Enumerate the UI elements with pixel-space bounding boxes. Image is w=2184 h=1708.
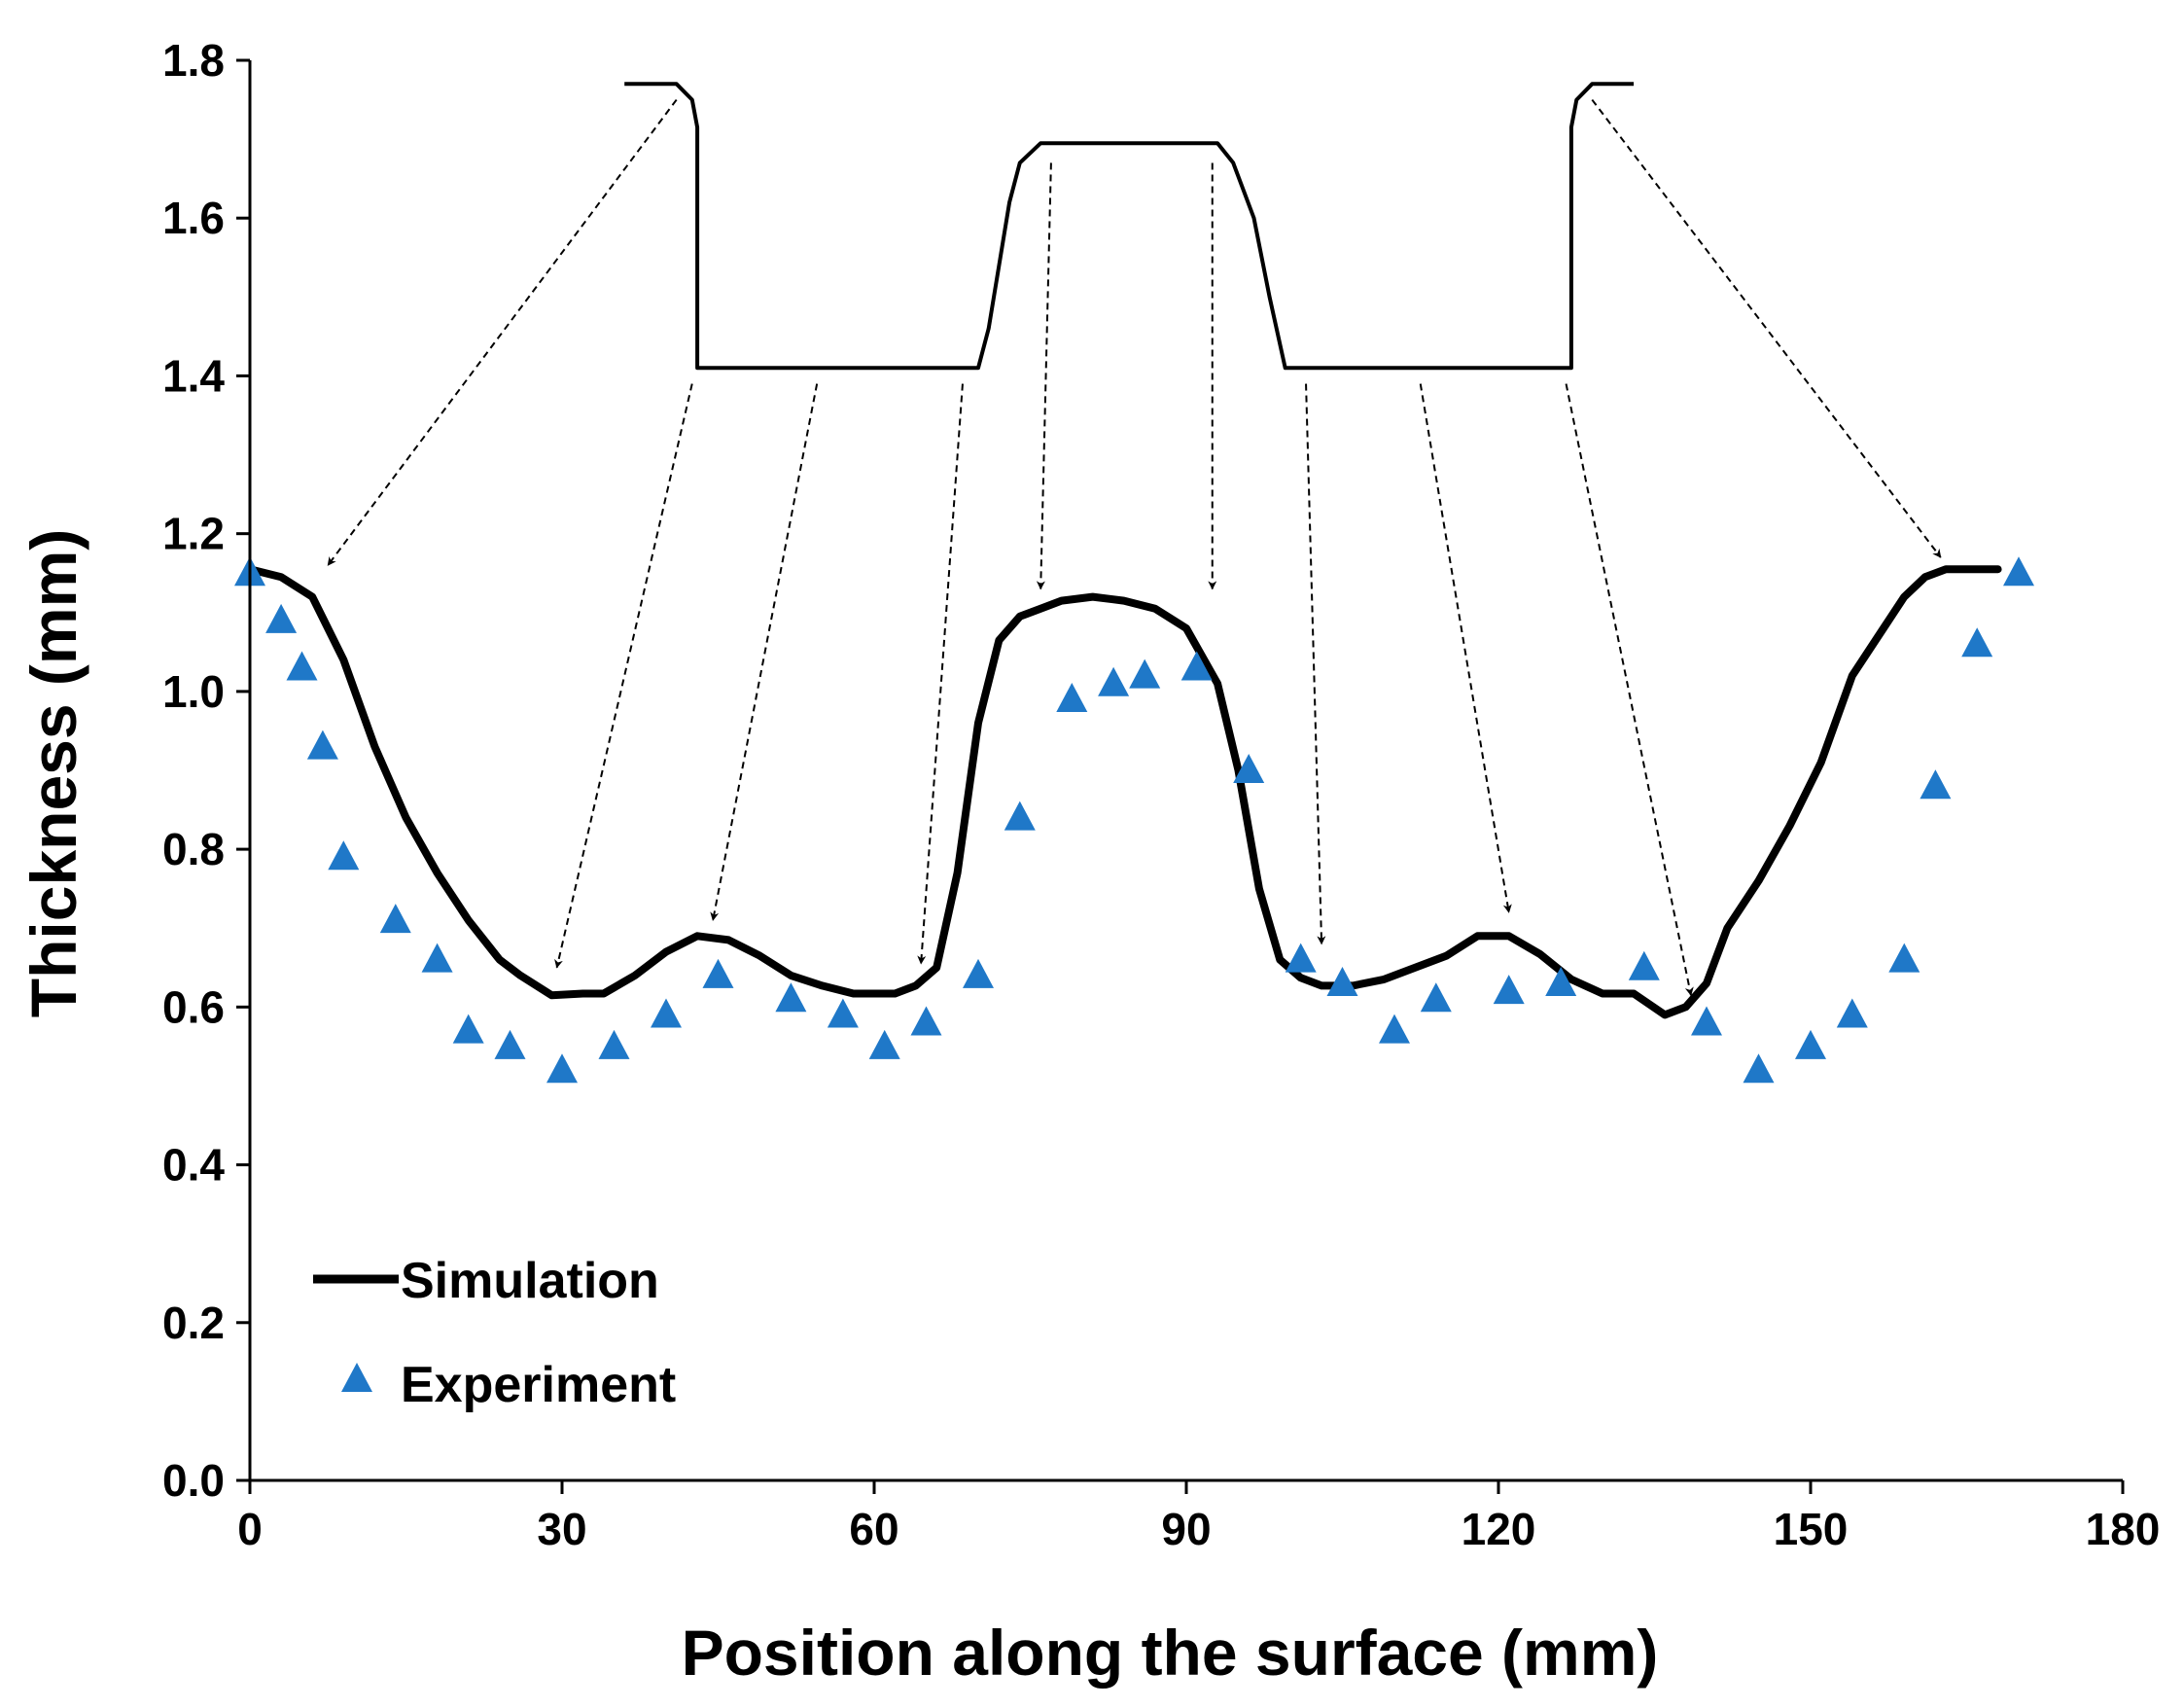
legend: Simulation Experiment: [313, 1253, 676, 1413]
dashed-arrow: [554, 383, 693, 969]
experiment-point: [1326, 967, 1358, 996]
experiment-point: [1098, 666, 1130, 696]
experiment-point: [1493, 975, 1525, 1005]
dashed-arrow: [1036, 162, 1052, 590]
experiment-point: [546, 1053, 578, 1084]
experiment-point: [1056, 683, 1088, 712]
x-tick-label: 150: [1774, 1504, 1849, 1554]
y-ticks: 0.0 0.2 0.4 0.6 0.8 1.0 1.2 1.4 1.6 1.8: [162, 35, 250, 1506]
y-axis-title: Thickness (mm): [18, 529, 89, 1017]
y-tick-label: 1.2: [162, 509, 225, 559]
y-tick-label: 0.8: [162, 824, 225, 874]
experiment-point: [452, 1014, 484, 1044]
legend-experiment-swatch: [341, 1363, 372, 1392]
experiment-point: [1129, 658, 1161, 689]
x-axis-title: Position along the surface (mm): [682, 1617, 1659, 1689]
x-tick-label: 90: [1161, 1504, 1211, 1554]
experiment-point: [1836, 998, 1868, 1028]
experiment-point: [1888, 943, 1920, 973]
experiment-point: [598, 1029, 630, 1059]
x-tick-label: 30: [537, 1504, 586, 1554]
legend-experiment-label: Experiment: [401, 1357, 676, 1413]
experiment-point: [379, 904, 411, 934]
experiment-point: [286, 651, 318, 681]
dashed-arrow: [917, 383, 964, 965]
experiment-point: [702, 958, 734, 988]
experiment-point: [306, 729, 338, 760]
x-tick-label: 0: [237, 1504, 263, 1554]
experiment-point: [328, 840, 360, 871]
experiment-point: [910, 1006, 942, 1036]
dashed-arrow: [1419, 383, 1512, 913]
experiment-point: [494, 1029, 526, 1059]
experiment-point: [963, 958, 994, 988]
experiment-point: [1004, 801, 1036, 831]
y-tick-label: 1.4: [162, 350, 225, 401]
experiment-point: [1961, 627, 1993, 658]
experiment-point: [421, 943, 453, 973]
x-ticks: 0 30 60 90 120 150 180: [237, 1480, 2160, 1554]
experiment-point: [1379, 1014, 1410, 1044]
experiment-layer: [234, 556, 2034, 1084]
experiment-point: [1180, 651, 1213, 681]
experiment-point: [1743, 1053, 1775, 1084]
experiment-point: [1920, 769, 1952, 800]
experiment-point: [265, 603, 298, 633]
dashed-arrow: [1591, 98, 1942, 558]
legend-simulation-label: Simulation: [401, 1253, 659, 1309]
dashed-arrow: [710, 383, 819, 921]
y-tick-label: 0.2: [162, 1298, 225, 1348]
dashed-arrow: [1305, 383, 1326, 945]
x-tick-label: 60: [849, 1504, 898, 1554]
y-tick-label: 0.0: [162, 1455, 225, 1506]
experiment-point: [2003, 556, 2034, 587]
experiment-point: [1691, 1006, 1722, 1036]
y-tick-label: 1.6: [162, 193, 225, 243]
simulation-line: [246, 565, 2002, 1019]
part-profile-outline: [624, 82, 1635, 371]
experiment-point: [775, 982, 807, 1013]
experiment-point: [1233, 754, 1265, 783]
y-tick-label: 0.4: [162, 1140, 225, 1191]
experiment-point: [651, 998, 682, 1028]
x-tick-label: 120: [1462, 1504, 1536, 1554]
experiment-point: [827, 998, 859, 1028]
y-tick-label: 1.8: [162, 35, 225, 86]
experiment-point: [1420, 982, 1452, 1013]
experiment-point: [1795, 1029, 1826, 1059]
simulation-layer: [246, 565, 2002, 1019]
experiment-point: [1285, 943, 1317, 973]
dashed-arrow: [327, 98, 678, 566]
experiment-point: [1545, 967, 1577, 996]
y-tick-label: 1.0: [162, 666, 225, 717]
annotation-layer: [327, 82, 1942, 997]
x-tick-label: 180: [2086, 1504, 2161, 1554]
dashed-arrow: [1565, 383, 1694, 997]
experiment-point: [868, 1029, 900, 1059]
y-tick-label: 0.6: [162, 981, 225, 1032]
experiment-point: [1628, 950, 1660, 980]
